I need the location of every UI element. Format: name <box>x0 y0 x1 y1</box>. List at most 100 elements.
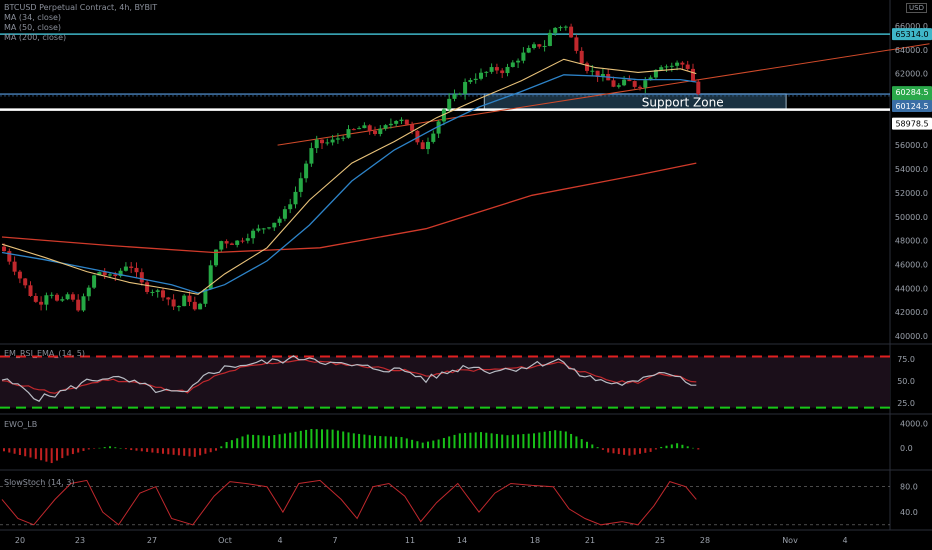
candle-body <box>489 67 494 72</box>
ewo-bar <box>379 436 382 449</box>
candle-body <box>2 246 6 252</box>
time-tick-label: 25 <box>655 536 665 545</box>
ewo-bar <box>474 432 477 449</box>
candle-body <box>659 67 664 70</box>
price-tick-label: 66000.0 <box>895 22 928 31</box>
candle-body <box>367 125 372 131</box>
candle-body <box>516 60 521 63</box>
candle-body <box>653 69 658 78</box>
legend-symbol[interactable]: BTCUSD Perpetual Contract, 4h, BYBIT <box>4 3 158 12</box>
currency-label[interactable]: USD <box>906 3 927 13</box>
legend-ma34[interactable]: MA (34, close) <box>4 13 62 22</box>
ewo-bar <box>156 448 159 454</box>
ewo-bar <box>114 447 117 449</box>
rsi-tick-label: 75.0 <box>897 355 915 364</box>
stoch-pane[interactable]: 40.0 80.0 <box>0 479 918 526</box>
stoch-legend[interactable]: SlowStoch (14, 3) <box>4 478 75 487</box>
ewo-bar <box>71 448 74 455</box>
price-tick-label: 64000.0 <box>895 46 928 55</box>
candle-body <box>288 204 293 210</box>
time-tick-label: 4 <box>842 536 847 545</box>
ewo-bar <box>257 435 260 449</box>
candle-body <box>161 290 165 298</box>
ewo-bar <box>676 443 679 449</box>
legend-ma50[interactable]: MA (50, close) <box>4 23 62 32</box>
ewo-tick-label: 4000.0 <box>900 419 928 428</box>
rsi-tick-label: 25.0 <box>897 399 915 408</box>
main-price-pane[interactable]: Support Zone <box>0 23 930 312</box>
candle-body <box>214 249 218 266</box>
ewo-legend[interactable]: EWO_LB <box>4 420 38 429</box>
candle-body <box>187 295 192 302</box>
candle-body <box>388 123 393 126</box>
ewo-bar <box>533 433 535 449</box>
candle-body <box>585 63 589 71</box>
ewo-bar <box>283 433 286 449</box>
candle-body <box>362 125 367 129</box>
ewo-bar <box>278 434 281 449</box>
ewo-bar <box>352 433 355 449</box>
ewo-bar <box>681 444 684 449</box>
ewo-bar <box>18 448 21 455</box>
candle-body <box>134 267 139 273</box>
ewo-bar <box>331 429 334 449</box>
ewo-bar <box>506 435 509 449</box>
legend-ma200[interactable]: MA (200, close) <box>4 33 67 42</box>
candle-body <box>648 77 653 81</box>
ewo-bar <box>548 431 551 449</box>
rsi-pane[interactable]: 25.0 50.0 75.0 <box>0 355 915 409</box>
candle-body <box>277 218 282 223</box>
candle-body <box>420 142 425 150</box>
candle-body <box>600 73 605 77</box>
ewo-bar <box>246 434 249 449</box>
candle-body <box>113 274 118 277</box>
last-price-tag-bg <box>892 86 932 99</box>
ewo-bar <box>289 432 292 449</box>
ewo-bar <box>103 447 106 449</box>
candle-body <box>574 37 579 51</box>
ewo-bar <box>225 442 228 449</box>
candle-body <box>638 86 642 88</box>
time-tick-label: 20 <box>15 536 25 545</box>
candle-body <box>261 228 266 230</box>
candle-body <box>309 148 314 164</box>
ewo-bar <box>384 436 387 449</box>
candle-body <box>404 119 409 125</box>
time-axis[interactable]: 20 23 27 Oct 4 7 11 14 18 21 25 28 Nov 4 <box>15 536 848 545</box>
ewo-bar <box>570 433 573 449</box>
candle-body <box>383 125 388 129</box>
ewo-bar <box>268 435 270 449</box>
candle-body <box>256 228 261 231</box>
candle-body <box>192 301 197 310</box>
candle-body <box>55 294 59 301</box>
candle-body <box>272 222 277 228</box>
support-price-tag-bg <box>892 99 932 112</box>
ewo-bar <box>29 448 32 458</box>
ewo-bar <box>98 447 101 449</box>
ewo-bar <box>310 429 313 449</box>
rsi-tick-label: 50.0 <box>897 377 915 386</box>
ewo-bar <box>395 436 398 449</box>
ewo-bar <box>326 429 329 449</box>
candle-body <box>415 130 420 143</box>
ewo-bar <box>453 434 456 449</box>
ewo-pane[interactable]: 0.0 4000.0 <box>3 419 928 464</box>
ewo-bar <box>109 446 111 449</box>
rsi-legend[interactable]: EM_RSI_EMA_(14, 5) <box>4 349 85 358</box>
ewo-bar <box>56 448 58 461</box>
candle-body <box>176 306 181 308</box>
candle-body <box>39 301 44 305</box>
ewo-bar <box>220 446 223 449</box>
candle-body <box>643 80 648 88</box>
ewo-bar <box>368 435 371 449</box>
ewo-bar <box>135 448 138 451</box>
ewo-bar <box>485 432 488 449</box>
candle-body <box>436 121 441 134</box>
candle-body <box>680 62 685 65</box>
time-tick-label: 27 <box>147 536 157 545</box>
ewo-bar <box>633 448 636 455</box>
candle-body <box>399 119 404 122</box>
candle-body <box>426 141 430 150</box>
ewo-bar <box>162 448 164 454</box>
